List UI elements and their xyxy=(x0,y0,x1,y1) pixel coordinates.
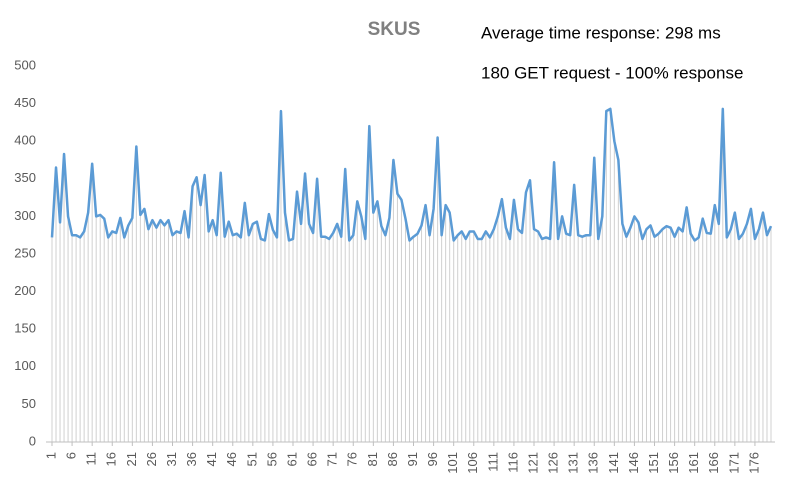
x-tick-label: 141 xyxy=(606,452,621,474)
x-tick-label: 21 xyxy=(124,452,139,466)
x-tick-label: 76 xyxy=(345,452,360,466)
x-tick-label: 71 xyxy=(325,452,340,466)
x-tick-label: 11 xyxy=(84,452,99,466)
x-tick-label: 176 xyxy=(746,452,761,474)
x-tick-label: 81 xyxy=(365,452,380,466)
x-tick-label: 136 xyxy=(586,452,601,474)
x-tick-label: 126 xyxy=(546,452,561,474)
x-tick-label: 31 xyxy=(164,452,179,466)
x-tick-label: 6 xyxy=(64,452,79,459)
x-tick-label: 91 xyxy=(405,452,420,466)
x-tick-label: 116 xyxy=(505,452,520,473)
x-tick-label: 156 xyxy=(666,452,681,474)
x-tick-label: 46 xyxy=(224,452,239,466)
annotation: 180 GET request - 100% response xyxy=(481,63,743,82)
x-tick-label: 171 xyxy=(726,452,741,474)
x-tick-label: 66 xyxy=(305,452,320,466)
x-tick-label: 56 xyxy=(264,452,279,466)
x-tick-label: 166 xyxy=(706,452,721,474)
y-tick-label: 350 xyxy=(14,170,36,185)
x-tick-label: 16 xyxy=(104,452,119,466)
y-tick-label: 250 xyxy=(14,245,36,260)
x-tick-label: 41 xyxy=(204,452,219,466)
x-tick-label: 86 xyxy=(385,452,400,466)
annotation: Average time response: 298 ms xyxy=(481,23,721,42)
y-tick-label: 0 xyxy=(29,433,36,448)
y-tick-label: 200 xyxy=(14,283,36,298)
x-tick-label: 101 xyxy=(445,452,460,474)
x-tick-label: 26 xyxy=(144,452,159,466)
x-tick-label: 51 xyxy=(244,452,259,466)
x-tick-label: 61 xyxy=(284,452,299,466)
x-tick-label: 151 xyxy=(646,452,661,474)
x-tick-label: 1 xyxy=(43,452,58,459)
y-tick-label: 400 xyxy=(14,133,36,148)
x-tick-label: 106 xyxy=(465,452,480,474)
chart-title: SKUS xyxy=(368,19,421,40)
x-tick-label: 36 xyxy=(184,452,199,466)
y-tick-label: 50 xyxy=(22,396,36,411)
y-tick-label: 100 xyxy=(14,358,36,373)
data-line xyxy=(50,107,773,242)
y-tick-label: 500 xyxy=(14,57,36,72)
x-tick-label: 121 xyxy=(525,452,540,474)
x-tick-label: 131 xyxy=(566,452,581,474)
y-tick-label: 150 xyxy=(14,321,36,336)
y-tick-label: 300 xyxy=(14,208,36,223)
x-tick-label: 161 xyxy=(686,452,701,474)
x-tick-label: 146 xyxy=(626,452,641,474)
x-tick-label: 111 xyxy=(485,452,500,472)
x-tick-label: 96 xyxy=(425,452,440,466)
y-tick-label: 450 xyxy=(14,95,36,110)
